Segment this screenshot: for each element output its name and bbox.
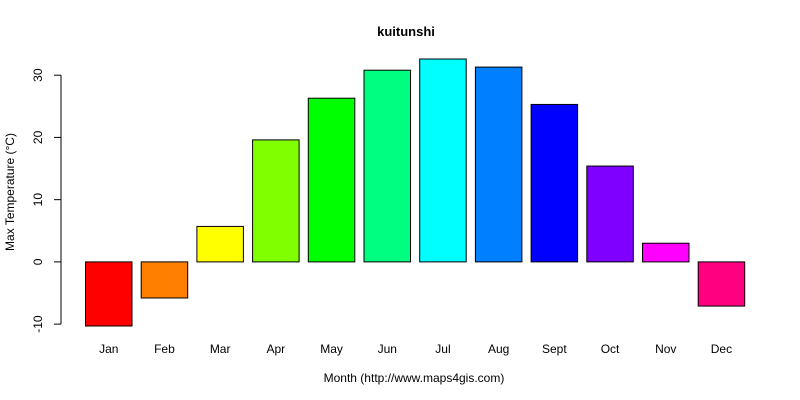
bar-apr	[252, 139, 300, 263]
x-tick-label: Mar	[210, 342, 231, 356]
bar-may	[307, 97, 356, 263]
bar-jul	[419, 58, 467, 263]
x-tick-label: Jun	[378, 342, 397, 356]
y-tick-label: 10	[31, 193, 45, 207]
bar-jan	[85, 261, 133, 327]
x-tick-label: Jan	[99, 342, 118, 356]
bar-dec	[697, 261, 746, 307]
x-tick-label: Dec	[711, 342, 732, 356]
bars-group	[85, 58, 746, 327]
bar-mar	[196, 225, 244, 263]
x-tick-label: Nov	[655, 342, 676, 356]
x-tick-label: Aug	[488, 342, 509, 356]
y-axis: -10 0 10 20 30	[31, 68, 62, 333]
x-tick-label: Oct	[601, 342, 620, 356]
bar-nov	[642, 242, 690, 263]
x-tick-label: Jul	[435, 342, 450, 356]
bar-aug	[474, 66, 523, 263]
y-axis-label: Max Temperature (°C)	[3, 133, 17, 251]
bar-oct	[586, 165, 634, 263]
x-axis-label: Month (http://www.maps4gis.com)	[324, 371, 505, 385]
x-tick-label: Sept	[542, 342, 567, 356]
bar-sept	[530, 103, 579, 263]
x-tick-label: Feb	[154, 342, 175, 356]
y-tick-label: 30	[31, 68, 45, 82]
y-tick-label: -10	[31, 315, 45, 333]
bar-feb	[140, 261, 189, 299]
y-tick-label: 20	[31, 130, 45, 144]
x-axis-labels: Jan Feb Mar Apr May Jun Jul Aug Sept Oct Nov Dec	[99, 342, 732, 356]
x-tick-label: May	[320, 342, 343, 356]
y-tick-label: 0	[31, 258, 45, 265]
chart-title: kuitunshi	[377, 24, 435, 39]
bar-jun	[363, 69, 411, 263]
x-tick-label: Apr	[267, 342, 286, 356]
